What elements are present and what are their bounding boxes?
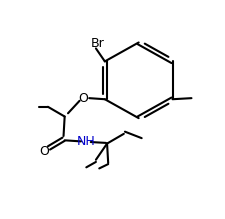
Text: O: O xyxy=(78,92,88,105)
Text: NH: NH xyxy=(76,135,95,148)
Text: O: O xyxy=(39,145,49,158)
Text: Br: Br xyxy=(90,37,104,49)
